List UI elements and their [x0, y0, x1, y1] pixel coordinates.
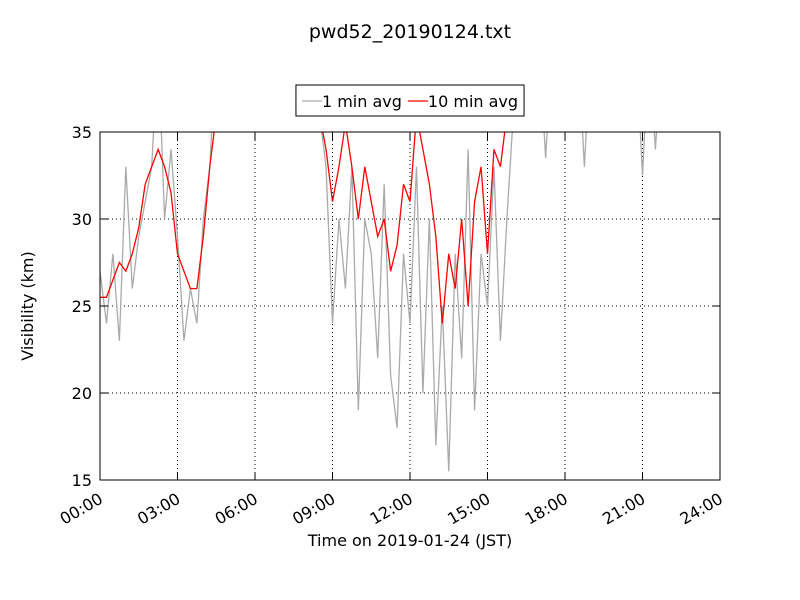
- chart-title: pwd52_20190124.txt: [309, 21, 511, 43]
- legend: 1 min avg 10 min avg: [295, 84, 525, 117]
- y-tick-label: 15: [72, 471, 92, 490]
- legend-label: 1 min avg: [322, 92, 402, 111]
- legend-label: 10 min avg: [428, 92, 518, 111]
- y-tick-label: 25: [72, 297, 92, 316]
- y-tick-label: 30: [72, 210, 92, 229]
- y-tick-label: 20: [72, 384, 92, 403]
- y-tick-label: 35: [72, 123, 92, 142]
- plot-lines: [100, 132, 658, 472]
- y-axis-label: Visibility (km): [18, 251, 37, 360]
- legend-entry: 1 min avg: [301, 92, 402, 111]
- series-line: [100, 132, 506, 324]
- legend-entry: 10 min avg: [407, 92, 518, 111]
- x-axis-label: Time on 2019-01-24 (JST): [307, 531, 512, 550]
- series-line: [100, 132, 658, 472]
